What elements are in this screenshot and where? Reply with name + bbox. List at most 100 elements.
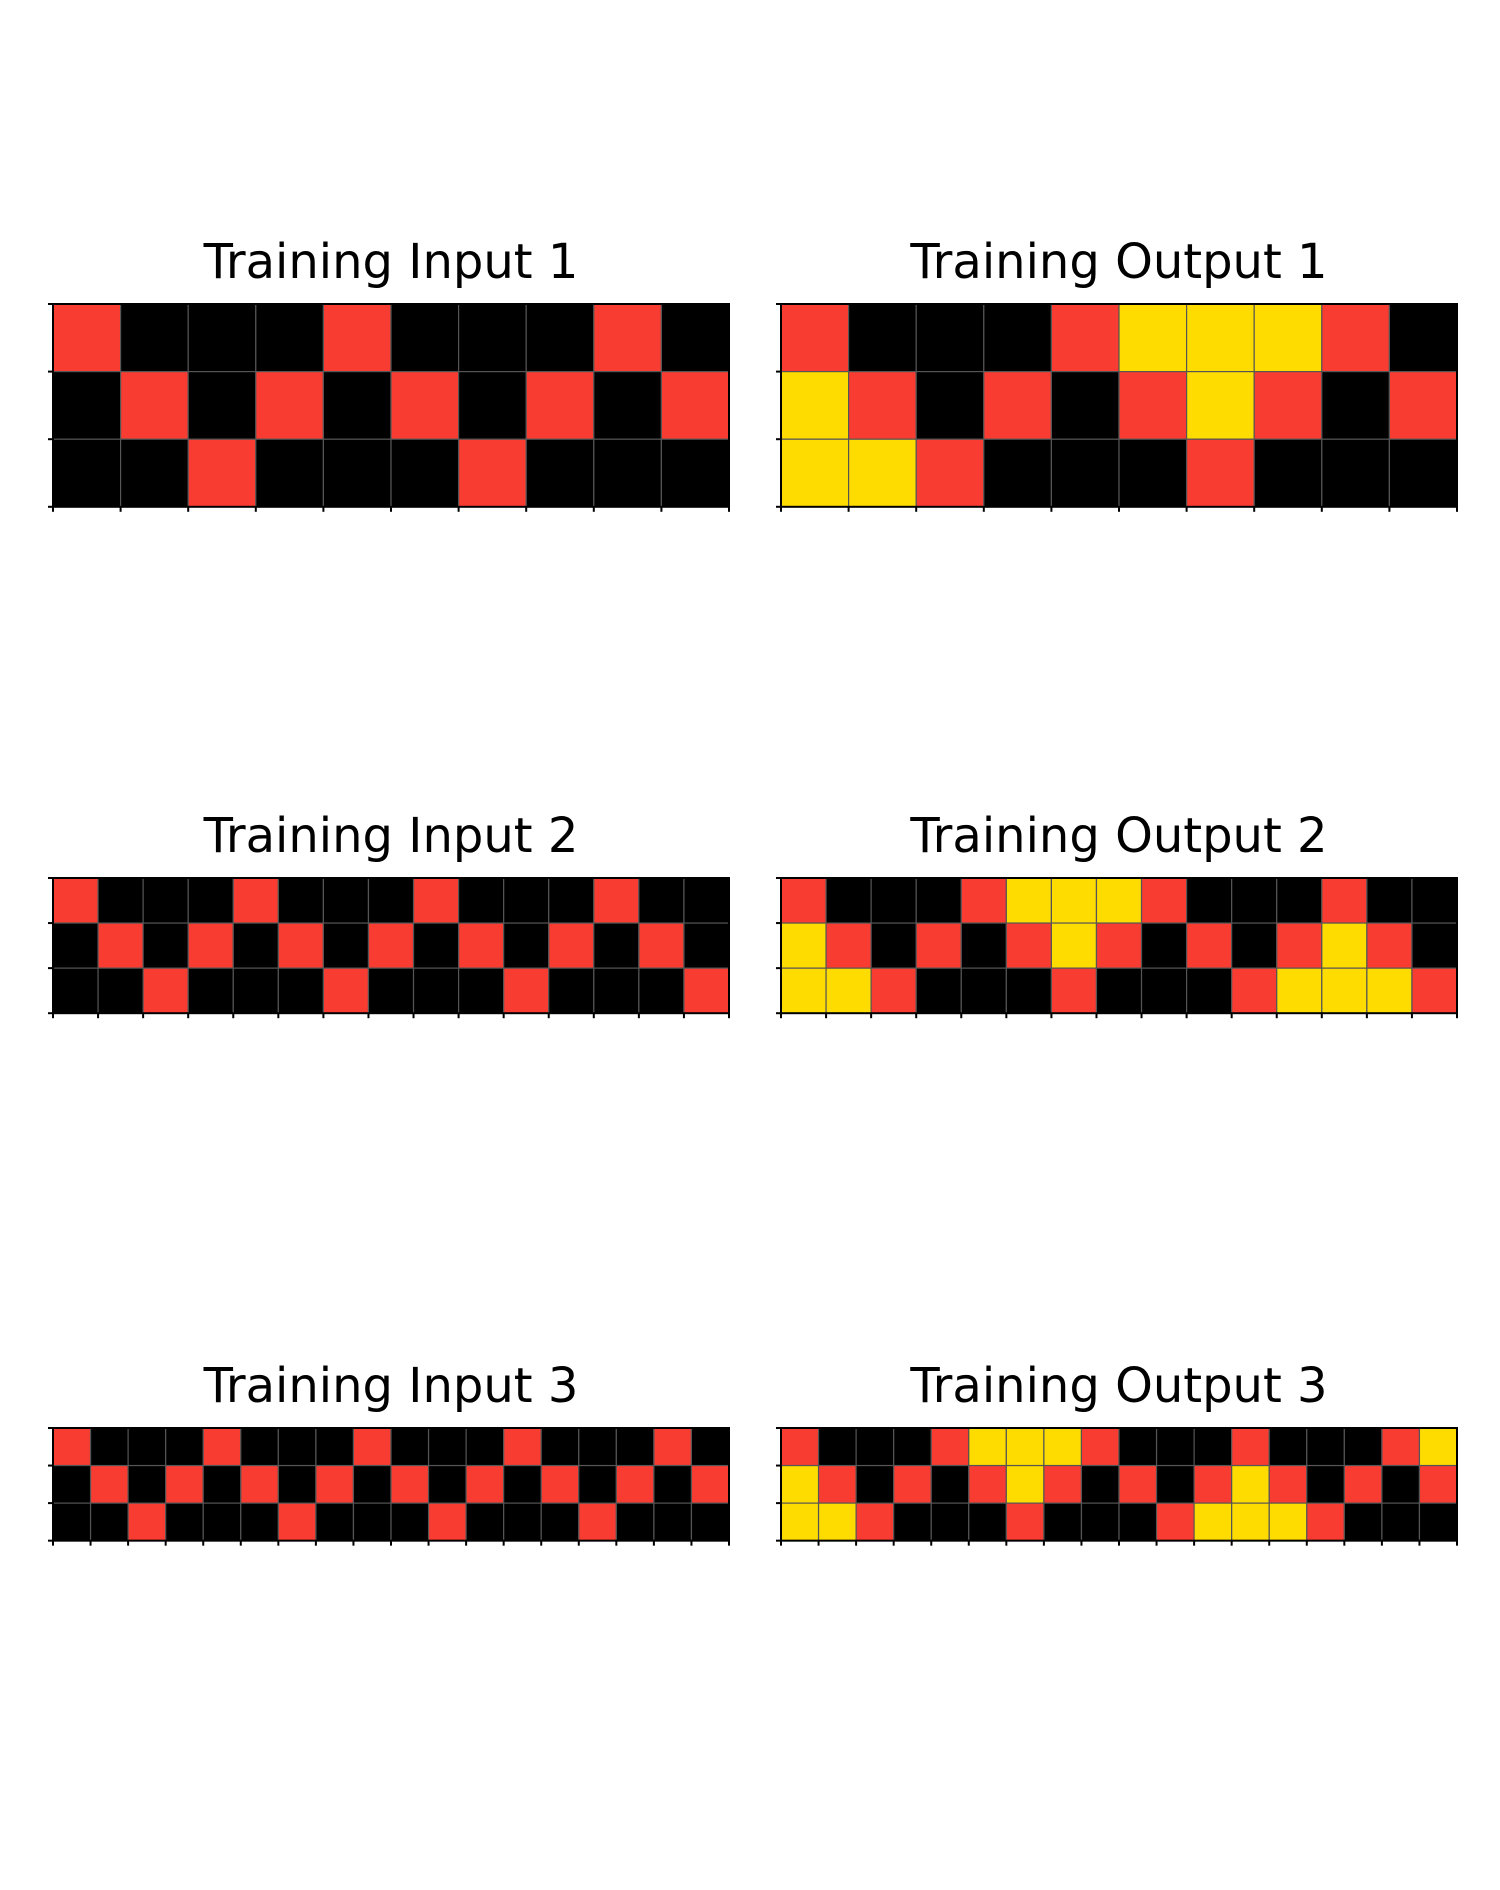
- grid-cell: [593, 877, 640, 924]
- grid-cell: [1381, 1464, 1421, 1504]
- grid-cell: [593, 967, 640, 1014]
- grid-cell: [1321, 371, 1391, 440]
- grid-cell: [1185, 967, 1233, 1014]
- grid-cell: [503, 1464, 542, 1504]
- grid-cell: [315, 1502, 355, 1542]
- grid-cell: [1043, 1427, 1083, 1467]
- grid-cell: [52, 371, 122, 440]
- grid-cell: [1118, 438, 1188, 508]
- grid-cell: [1231, 1464, 1270, 1504]
- grid-cell: [52, 967, 99, 1014]
- grid-cell: [127, 1464, 167, 1504]
- grid-cell: [187, 877, 234, 924]
- training-output-1-title: Training Output 1: [909, 234, 1327, 290]
- grid-cell: [915, 371, 985, 440]
- grid-cell: [1306, 1502, 1345, 1542]
- grid-cell: [690, 1427, 730, 1467]
- grid-cell: [97, 967, 144, 1014]
- grid-cell: [1005, 1427, 1045, 1467]
- grid-cell: [638, 877, 685, 924]
- grid-cell: [1388, 303, 1458, 373]
- grid-cell: [780, 1427, 820, 1467]
- grid-cell: [1253, 371, 1323, 440]
- grid-cell: [1253, 303, 1323, 373]
- grid-cell: [1095, 967, 1143, 1014]
- grid-cell: [503, 877, 550, 924]
- grid-cell: [1268, 1427, 1308, 1467]
- grid-cell: [367, 922, 415, 969]
- grid-cell: [1050, 303, 1120, 373]
- grid-cell: [390, 1427, 430, 1467]
- grid-cell: [119, 303, 189, 373]
- grid-cell: [240, 1502, 279, 1542]
- grid-cell: [322, 303, 392, 373]
- training-input-1-panel: Training Input 1: [48, 234, 730, 512]
- grid-cell: [202, 1502, 242, 1542]
- grid-cell: [548, 967, 595, 1014]
- grid-cell: [1388, 438, 1458, 508]
- grid-cell: [593, 371, 662, 440]
- grid-cell: [1381, 1502, 1421, 1542]
- grid-cell: [780, 922, 827, 969]
- grid-cell: [503, 1427, 542, 1467]
- grid-cell: [1321, 303, 1391, 373]
- grid-cell: [847, 438, 917, 508]
- grid-cell: [855, 1427, 895, 1467]
- grid-cell: [780, 438, 850, 508]
- grid-cell: [915, 303, 985, 373]
- grid-cell: [1005, 967, 1052, 1014]
- grid-cell: [1095, 877, 1143, 924]
- grid-cell: [1418, 1427, 1458, 1467]
- grid-cell: [1185, 303, 1255, 373]
- grid-cell: [593, 438, 662, 508]
- grid-cell: [1193, 1502, 1233, 1542]
- grid-cell: [1321, 877, 1368, 924]
- grid-cell: [127, 1427, 167, 1467]
- grid-cell: [1118, 371, 1188, 440]
- grid-cell: [855, 1464, 895, 1504]
- grid-cell: [52, 1427, 92, 1467]
- grid-cell: [525, 438, 595, 508]
- grid-cell: [503, 967, 550, 1014]
- grid-cell: [52, 438, 122, 508]
- grid-cell: [277, 922, 325, 969]
- grid-cell: [458, 371, 527, 440]
- grid-cell: [187, 371, 257, 440]
- grid-cell: [1080, 1464, 1120, 1504]
- grid-cell: [1005, 922, 1052, 969]
- grid-cell: [683, 877, 730, 924]
- grid-cell: [232, 967, 279, 1014]
- training-input-2-title: Training Input 2: [203, 808, 579, 864]
- grid-cell: [1118, 1427, 1158, 1467]
- grid-cell: [968, 1464, 1007, 1504]
- grid-cell: [255, 371, 325, 440]
- grid-cell: [1050, 922, 1098, 969]
- grid-cell: [780, 877, 827, 924]
- training-output-3-title: Training Output 3: [909, 1358, 1327, 1414]
- grid-cell: [458, 967, 505, 1014]
- grid-cell: [232, 922, 279, 969]
- grid-cell: [412, 877, 460, 924]
- grid-cell: [412, 967, 460, 1014]
- training-output-2-title: Training Output 2: [909, 808, 1327, 864]
- grid-cell: [1418, 1502, 1458, 1542]
- grid-cell: [465, 1502, 505, 1542]
- grid-cell: [52, 922, 99, 969]
- grid-cell: [187, 922, 234, 969]
- training-input-3-panel: Training Input 3: [48, 1358, 730, 1546]
- grid-cell: [427, 1502, 467, 1542]
- grid-cell: [1050, 967, 1098, 1014]
- grid-cell: [1005, 1464, 1045, 1504]
- grid-cell: [915, 877, 962, 924]
- grid-cell: [277, 967, 325, 1014]
- grid-cell: [983, 371, 1052, 440]
- training-output-2-frame: [780, 877, 1458, 1015]
- grid-cell: [780, 303, 850, 373]
- grid-cell: [930, 1464, 970, 1504]
- grid-cell: [968, 1502, 1007, 1542]
- grid-cell: [315, 1464, 355, 1504]
- grid-cell: [165, 1427, 204, 1467]
- grid-cell: [983, 303, 1052, 373]
- grid-cell: [277, 1502, 317, 1542]
- grid-cell: [232, 877, 279, 924]
